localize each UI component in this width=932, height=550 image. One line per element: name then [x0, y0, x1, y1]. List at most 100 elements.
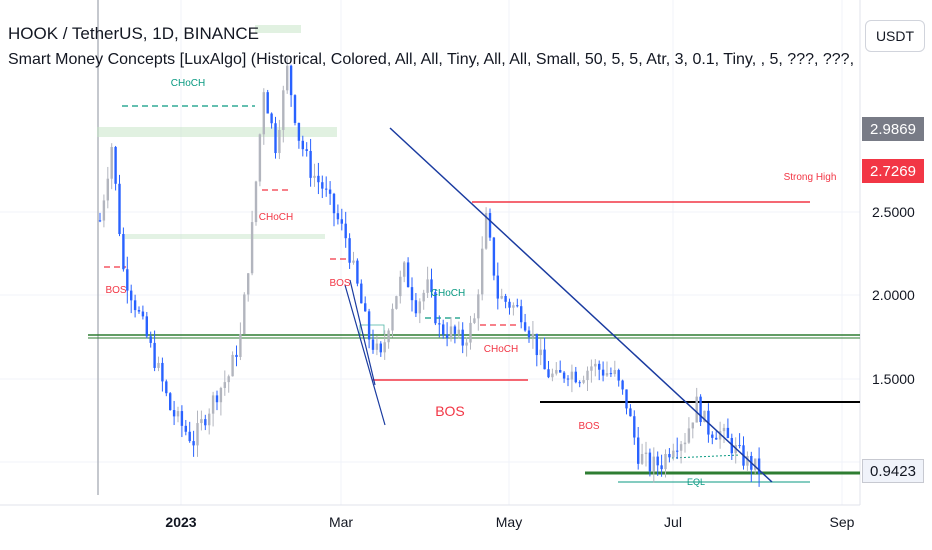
candle-body: [360, 283, 363, 304]
candle-body: [196, 423, 199, 446]
candle-body: [258, 134, 262, 182]
candle-body: [613, 370, 616, 375]
candle-body: [98, 220, 102, 222]
candle-body: [512, 305, 515, 308]
candle-body: [270, 113, 273, 124]
candle-body: [520, 306, 523, 323]
candle-body: [133, 300, 137, 311]
candle-body: [652, 456, 655, 472]
candle-body: [644, 452, 648, 455]
candle-body: [364, 303, 367, 312]
structure-labels: CHoCH CHoCH BOS BOS CHoCH CHoCH BOS BOS …: [105, 78, 836, 487]
candle-body: [484, 213, 488, 249]
candle-body: [555, 370, 558, 374]
candle-body: [527, 330, 531, 338]
candle-body: [601, 369, 605, 376]
candle-body: [266, 92, 269, 114]
candle-body: [559, 370, 562, 373]
candle-body: [403, 262, 406, 277]
candle-body: [679, 444, 683, 451]
candle-body: [672, 450, 675, 458]
candle-body: [504, 295, 507, 302]
candle-body: [348, 238, 351, 263]
candle-body: [137, 310, 141, 312]
candle-body: [161, 362, 164, 382]
structure-label: CHoCH: [259, 212, 293, 223]
y-axis: 2.5000 2.0000 1.5000: [872, 204, 915, 387]
candle-body: [523, 322, 527, 331]
candle-body: [313, 175, 316, 178]
levels: [88, 105, 860, 483]
y-tick-label: 2.0000: [872, 287, 915, 303]
candle-body: [262, 92, 265, 135]
candle-body: [590, 366, 593, 371]
candle-body: [703, 410, 706, 423]
candle-body: [301, 140, 304, 150]
trendline-channel-b: [349, 279, 376, 386]
candle-body: [410, 287, 414, 301]
price-badge-strong-high: 2.7269: [862, 159, 924, 183]
candle-body: [215, 395, 219, 403]
y-tick-label: 2.5000: [872, 204, 915, 220]
candle-body: [153, 342, 156, 368]
candle-body: [434, 292, 437, 324]
trendline-channel-a: [344, 284, 386, 426]
candle-body: [648, 452, 652, 472]
candle-body: [367, 311, 371, 340]
structure-label: CHoCH: [484, 344, 518, 355]
structure-label: CHoCH: [431, 288, 465, 299]
candle-body: [664, 454, 667, 470]
candle-body: [469, 322, 472, 343]
candle-body: [106, 178, 109, 201]
candle-body: [204, 419, 207, 426]
candle-body: [738, 445, 741, 447]
candle-body: [165, 381, 168, 394]
indicator-legend[interactable]: Smart Money Concepts [LuxAlgo] (Historic…: [8, 51, 858, 68]
candle-body: [325, 188, 328, 190]
structure-label: EQL: [687, 477, 705, 487]
candle-body: [399, 276, 402, 297]
candle-body: [691, 422, 694, 429]
price-badge-last: 0.9423: [862, 459, 924, 483]
candle-body: [718, 431, 722, 440]
candle-body: [430, 279, 433, 293]
structure-label: CHoCH: [171, 78, 205, 89]
structure-label: BOS: [435, 403, 465, 419]
candle-body: [286, 65, 289, 91]
candle-body: [754, 458, 757, 470]
candle-body: [391, 308, 394, 331]
candle-body: [695, 396, 698, 423]
candle-body: [453, 326, 457, 334]
candle-body: [149, 336, 152, 343]
candle-body: [336, 213, 340, 220]
candle-body: [465, 342, 468, 346]
candle-body: [114, 146, 117, 184]
candle-body: [289, 65, 293, 96]
candle-body: [516, 305, 519, 307]
candle-body: [543, 349, 546, 370]
candle-body: [383, 342, 386, 353]
candle-body: [605, 373, 609, 376]
candle-body: [711, 434, 714, 438]
candle-body: [445, 334, 449, 338]
trendlines: [344, 127, 773, 483]
candle-body: [676, 450, 679, 452]
candle-body: [422, 292, 425, 302]
currency-button[interactable]: USDT: [865, 20, 925, 52]
candle-body: [574, 371, 577, 383]
structure-label: Strong High: [784, 172, 837, 183]
candle-body: [297, 122, 301, 141]
candle-body: [500, 295, 503, 299]
candle-body: [586, 370, 589, 381]
candle-body: [598, 363, 601, 370]
x-tick-label: 2023: [165, 514, 196, 530]
candle-body: [211, 395, 215, 414]
structure-label: BOS: [578, 421, 599, 432]
candle-body: [562, 372, 566, 379]
candle-body: [449, 326, 453, 338]
candle-body: [473, 318, 476, 323]
candles: [98, 57, 761, 487]
candle-body: [457, 329, 460, 334]
candle-body: [387, 330, 390, 343]
